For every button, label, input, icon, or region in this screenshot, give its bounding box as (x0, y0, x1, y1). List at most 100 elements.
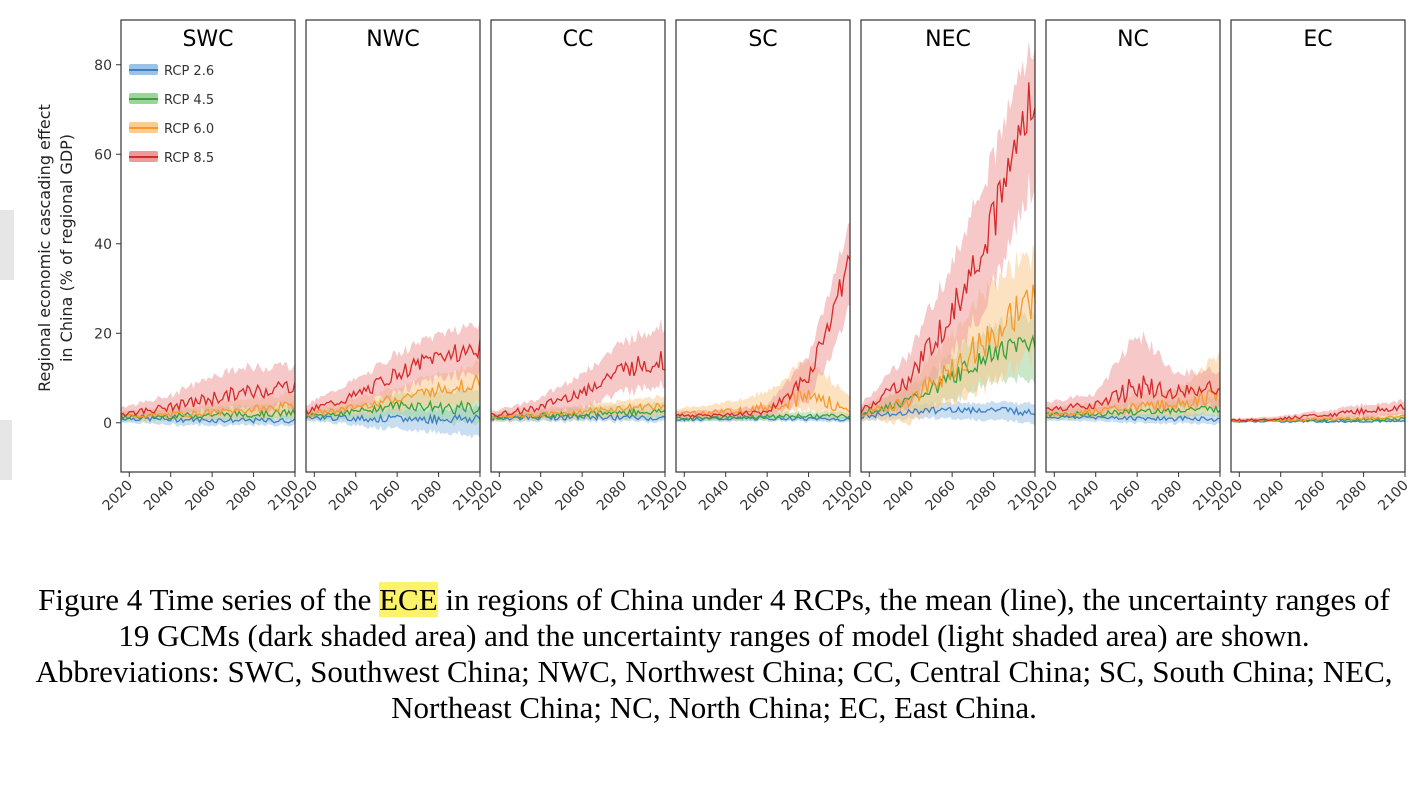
line-nc-RCP85 (1046, 375, 1220, 412)
x-tick-label: 2020 (100, 478, 137, 515)
caption-highlight: ECE (379, 582, 438, 617)
panel-frame-sc (675, 19, 851, 473)
band-swc-RCP85 (121, 362, 295, 420)
line-nc-RCP26 (1046, 414, 1220, 423)
y-tick-label: 20 (94, 326, 112, 342)
legend-item-rcp85: RCP 8.5 (129, 151, 214, 166)
legend-item-rcp45: RCP 4.5 (129, 93, 214, 108)
panel-title-nwc: NWC (366, 27, 420, 52)
line-nwc-RCP45 (306, 399, 480, 418)
x-tick-label: 2060 (1292, 478, 1329, 515)
x-tick-label: 2060 (182, 478, 219, 515)
line-sc-RCP45 (676, 413, 850, 421)
line-sc-RCP60 (676, 390, 850, 417)
panel-title-nec: NEC (925, 27, 971, 52)
panel-bands-nwc (306, 318, 480, 439)
x-tick-label: 2040 (1066, 478, 1103, 515)
line-ec-RCP60 (1231, 414, 1405, 423)
panel-frame-ec (1230, 19, 1406, 473)
panel-bands-nec (861, 40, 1035, 426)
legend-item-rcp26: RCP 2.6 (129, 64, 214, 79)
x-tick-label: 2080 (224, 478, 261, 515)
panel-title-cc: CC (563, 27, 594, 52)
x-tick-label: 2080 (1149, 478, 1186, 515)
panel-bands-sc (676, 222, 850, 423)
line-nec-RCP26 (861, 406, 1035, 419)
x-tick-label: 2040 (696, 478, 733, 515)
panel-frame-cc (490, 19, 666, 473)
panel-lines-nc (1046, 375, 1220, 423)
band-ec-RCP85 (1231, 399, 1405, 423)
line-sc-RCP85 (676, 254, 850, 418)
legend-label: RCP 4.5 (164, 93, 214, 108)
line-ec-RCP85 (1231, 403, 1405, 422)
x-tick-label: 2060 (367, 478, 404, 515)
line-swc-RCP60 (121, 401, 295, 419)
panel-title-nc: NC (1117, 27, 1149, 52)
caption-text-1: Figure 4 Time series of the (38, 582, 380, 617)
edge-artifact (0, 420, 12, 480)
panel-bands-cc (491, 318, 665, 424)
line-nec-RCP45 (861, 334, 1035, 416)
line-swc-RCP26 (121, 415, 295, 425)
x-tick-label: 2060 (737, 478, 774, 515)
panel-lines-nec (861, 82, 1035, 419)
panel-title-sc: SC (748, 27, 777, 52)
x-tick-label: 2040 (1251, 478, 1288, 515)
legend-item-rcp60: RCP 6.0 (129, 122, 214, 137)
panel-frame-nc (1045, 19, 1221, 473)
x-tick-label: 2080 (779, 478, 816, 515)
panel-lines-nwc (306, 339, 480, 426)
x-tick-label: 2040 (141, 478, 178, 515)
band-sc-RCP85 (676, 222, 850, 421)
y-axis-label-line1: Regional economic cascading effect (35, 104, 54, 392)
panel-lines-cc (491, 351, 665, 422)
line-cc-RCP85 (491, 351, 665, 418)
x-tick-label: 2080 (594, 478, 631, 515)
band-cc-RCP85 (491, 318, 665, 421)
x-tick-label: 2060 (552, 478, 589, 515)
x-tick-label: 2060 (922, 478, 959, 515)
x-tick-label: 2040 (881, 478, 918, 515)
x-tick-label: 2060 (1107, 478, 1144, 515)
legend-label: RCP 8.5 (164, 151, 214, 166)
line-cc-RCP26 (491, 412, 665, 422)
line-nwc-RCP60 (306, 373, 480, 417)
y-axis-label-line2: in China (% of regional GDP) (57, 134, 76, 362)
x-tick-label: 2080 (409, 478, 446, 515)
legend-label: RCP 2.6 (164, 64, 214, 79)
band-nec-RCP85 (861, 40, 1035, 421)
line-nwc-RCP85 (306, 339, 480, 415)
line-nc-RCP60 (1046, 387, 1220, 417)
panel-title-swc: SWC (182, 27, 233, 52)
line-cc-RCP45 (491, 407, 665, 420)
line-swc-RCP85 (121, 380, 295, 417)
panel-bands-nc (1046, 330, 1220, 426)
panel-frame-nwc (305, 19, 481, 473)
chart-figure: SWC 2020 2040 2060 2080 2100 NWC 2020 2040 2060 20… (35, 19, 1412, 515)
x-tick-label: 2080 (964, 478, 1001, 515)
y-tick-label: 40 (94, 237, 112, 253)
edge-artifact (0, 210, 14, 280)
panel-lines-swc (121, 380, 295, 425)
figure-caption: Figure 4 Time series of the ECE in regio… (30, 582, 1398, 726)
y-tick-label: 80 (94, 58, 112, 74)
x-tick-label: 2040 (326, 478, 363, 515)
panel-title-ec: EC (1303, 27, 1332, 52)
line-nec-RCP60 (861, 284, 1035, 417)
panel-frame-swc (120, 19, 296, 473)
line-nwc-RCP26 (306, 413, 480, 426)
line-nec-RCP85 (861, 82, 1035, 414)
x-tick-label: 2040 (511, 478, 548, 515)
line-cc-RCP60 (491, 402, 665, 420)
legend-label: RCP 6.0 (164, 122, 214, 137)
y-tick-label: 0 (103, 416, 112, 432)
line-nc-RCP45 (1046, 404, 1220, 418)
panel-frame-nec (860, 19, 1036, 473)
x-tick-label: 2100 (1375, 478, 1412, 515)
panel-lines-sc (676, 254, 850, 422)
panel-lines-ec (1231, 403, 1405, 424)
band-nec-RCP60 (861, 243, 1035, 426)
x-tick-label: 2080 (1334, 478, 1371, 515)
